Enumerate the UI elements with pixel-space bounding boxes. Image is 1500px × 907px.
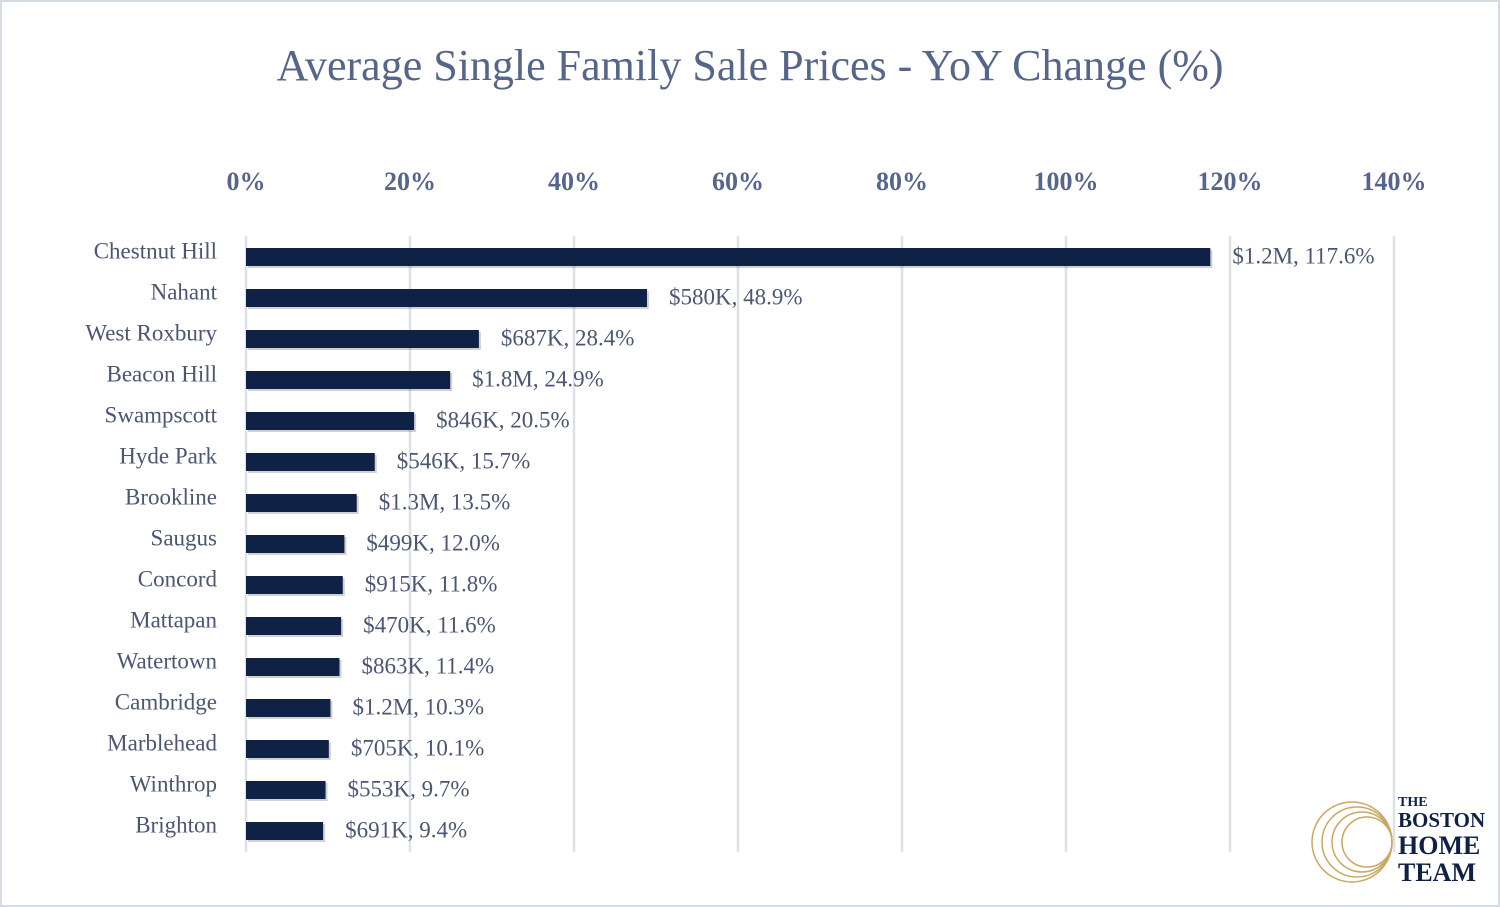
bar	[246, 248, 1211, 266]
x-tick-label: 40%	[548, 167, 600, 196]
y-tick-label: Cambridge	[115, 689, 217, 714]
chart-title: Average Single Family Sale Prices - YoY …	[276, 41, 1223, 90]
data-label: $1.2M, 10.3%	[352, 694, 484, 719]
x-tick-label: 140%	[1362, 167, 1427, 196]
x-tick-label: 60%	[712, 167, 764, 196]
bar	[246, 412, 415, 430]
logo-text: HOME	[1398, 831, 1480, 860]
y-tick-label: Winthrop	[130, 771, 217, 796]
data-label: $915K, 11.8%	[365, 571, 498, 596]
data-label: $1.2M, 117.6%	[1232, 243, 1374, 268]
logo-ring	[1341, 816, 1393, 868]
bar	[246, 371, 451, 389]
logo-text: TEAM	[1398, 858, 1476, 887]
y-tick-label: Concord	[138, 566, 218, 591]
data-label: $546K, 15.7%	[397, 448, 531, 473]
data-label: $1.3M, 13.5%	[379, 489, 511, 514]
logo-text: THE	[1398, 795, 1428, 810]
bar	[246, 617, 342, 635]
bar	[246, 781, 326, 799]
data-label: $705K, 10.1%	[351, 735, 485, 760]
data-label: $1.8M, 24.9%	[472, 366, 604, 391]
bar	[246, 494, 357, 512]
bar	[246, 535, 345, 553]
data-label: $863K, 11.4%	[361, 653, 494, 678]
data-label: $691K, 9.4%	[345, 817, 467, 842]
logo-text: BOSTON	[1398, 808, 1485, 832]
bar	[246, 330, 479, 348]
data-label: $553K, 9.7%	[348, 776, 470, 801]
data-label: $470K, 11.6%	[363, 612, 496, 637]
y-tick-label: Swampscott	[105, 402, 218, 427]
y-tick-label: Nahant	[151, 279, 218, 304]
y-tick-label: Brookline	[125, 484, 217, 509]
bar	[246, 289, 647, 307]
y-tick-label: Chestnut Hill	[94, 238, 217, 263]
bar	[246, 453, 375, 471]
data-label: $687K, 28.4%	[501, 325, 635, 350]
x-tick-label: 20%	[384, 167, 436, 196]
bar	[246, 699, 331, 717]
y-tick-label: West Roxbury	[85, 320, 217, 345]
bar	[246, 658, 340, 676]
x-tick-label: 0%	[227, 167, 266, 196]
data-label: $580K, 48.9%	[669, 284, 803, 309]
data-label: $499K, 12.0%	[366, 530, 500, 555]
logo	[1311, 801, 1393, 883]
y-tick-label: Marblehead	[107, 730, 217, 755]
bar	[246, 822, 324, 840]
y-tick-label: Beacon Hill	[107, 361, 218, 386]
y-tick-label: Brighton	[135, 812, 217, 837]
y-tick-label: Watertown	[117, 648, 218, 673]
bar	[246, 576, 343, 594]
x-tick-label: 80%	[876, 167, 928, 196]
y-tick-label: Saugus	[151, 525, 218, 550]
x-tick-label: 100%	[1034, 167, 1099, 196]
data-label: $846K, 20.5%	[436, 407, 570, 432]
bar	[246, 740, 329, 758]
x-tick-label: 120%	[1198, 167, 1263, 196]
y-tick-label: Hyde Park	[119, 443, 217, 468]
y-tick-label: Mattapan	[130, 607, 217, 632]
